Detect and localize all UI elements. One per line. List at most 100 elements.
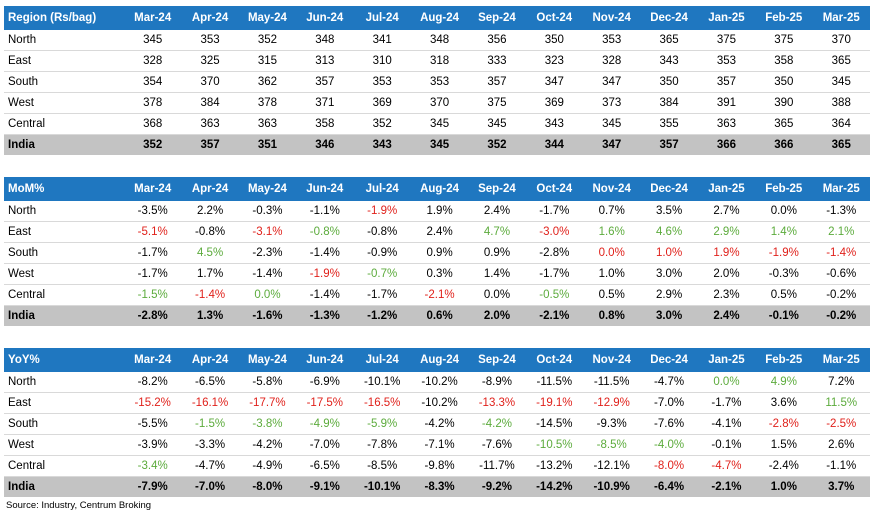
table-row: South -1.7% 4.5% -2.3% -1.4% -0.9% 0.9% 0.9% -2.… — [4, 242, 870, 264]
column-header: Nov-24 — [583, 6, 641, 30]
table-row: Central -3.4% -4.7% -4.9% -6.5% -8.5% -9.8% -11… — [4, 455, 870, 477]
value-cell: -1.6% — [238, 305, 297, 326]
value-cell: -9.2% — [468, 476, 526, 497]
value-cell: 363 — [697, 113, 756, 135]
value-cell: -8.0% — [238, 476, 297, 497]
region-label: India — [4, 134, 124, 155]
table-title: MoM% — [4, 177, 124, 201]
region-label: East — [4, 50, 124, 72]
value-cell: -2.3% — [238, 242, 297, 264]
value-cell: 369 — [525, 92, 583, 114]
value-cell: 357 — [640, 134, 698, 155]
value-cell: 345 — [812, 71, 870, 93]
value-cell: -0.2% — [812, 305, 870, 326]
value-cell: -4.2% — [468, 413, 526, 435]
value-cell: -19.1% — [525, 392, 583, 414]
value-cell: 370 — [812, 30, 870, 51]
column-header: Jul-24 — [353, 348, 411, 372]
region-label: West — [4, 92, 124, 114]
value-cell: -0.3% — [238, 201, 297, 222]
column-header: Oct-24 — [525, 348, 583, 372]
table-row: West -3.9% -3.3% -4.2% -7.0% -7.8% -7.1% -7.6% -… — [4, 434, 870, 456]
value-cell: 363 — [238, 113, 297, 135]
value-cell: -13.3% — [468, 392, 526, 414]
value-cell: -2.1% — [410, 284, 469, 306]
value-cell: 1.3% — [181, 305, 239, 326]
column-header: Mar-24 — [124, 6, 182, 30]
value-cell: 363 — [181, 113, 239, 135]
value-cell: 345 — [410, 134, 469, 155]
value-cell: 347 — [525, 71, 583, 93]
value-cell: -9.8% — [410, 455, 469, 477]
column-header: May-24 — [238, 6, 297, 30]
column-header: Apr-24 — [181, 348, 239, 372]
value-cell: -6.9% — [296, 372, 354, 393]
value-cell: 384 — [181, 92, 239, 114]
column-header: Jul-24 — [353, 6, 411, 30]
value-cell: 0.0% — [697, 372, 756, 393]
value-cell: 2.3% — [697, 284, 756, 306]
value-cell: -1.1% — [812, 455, 870, 477]
column-header: Mar-25 — [812, 177, 870, 201]
value-cell: 365 — [812, 134, 870, 155]
value-cell: 378 — [124, 92, 182, 114]
region-label: South — [4, 413, 124, 435]
column-header: Feb-25 — [755, 6, 813, 30]
value-cell: 357 — [697, 71, 756, 93]
column-header: Jun-24 — [296, 348, 354, 372]
value-cell: -8.3% — [410, 476, 469, 497]
value-cell: 2.2% — [181, 201, 239, 222]
value-cell: -3.3% — [181, 434, 239, 456]
table-row: East 328 325 315 313 310 318 333 323 328 343 353 358… — [4, 50, 870, 72]
value-cell: 353 — [353, 71, 411, 93]
value-cell: -1.7% — [353, 284, 411, 306]
column-header: Nov-24 — [583, 177, 641, 201]
value-cell: 352 — [238, 30, 297, 51]
value-cell: -14.2% — [525, 476, 583, 497]
value-cell: -9.3% — [583, 413, 641, 435]
value-cell: 368 — [124, 113, 182, 135]
value-cell: -12.9% — [583, 392, 641, 414]
region-label: West — [4, 263, 124, 285]
value-cell: -4.7% — [697, 455, 756, 477]
value-cell: -7.8% — [353, 434, 411, 456]
value-cell: 388 — [812, 92, 870, 114]
value-cell: -11.5% — [525, 372, 583, 393]
value-cell: -0.5% — [525, 284, 583, 306]
value-cell: 346 — [296, 134, 354, 155]
value-cell: 369 — [353, 92, 411, 114]
value-cell: -7.0% — [181, 476, 239, 497]
table-row: East -15.2% -16.1% -17.7% -17.5% -16.5% -10.2%… — [4, 392, 870, 414]
value-cell: -0.2% — [812, 284, 870, 306]
value-cell: -1.5% — [181, 413, 239, 435]
value-cell: -4.2% — [238, 434, 297, 456]
value-cell: -0.8% — [296, 221, 354, 243]
value-cell: -13.2% — [525, 455, 583, 477]
header-row: MoM% Mar-24 Apr-24 May-24 Jun-24 Jul-24 Aug-24… — [4, 177, 870, 201]
column-header: Apr-24 — [181, 6, 239, 30]
value-cell: -9.1% — [296, 476, 354, 497]
value-cell: 313 — [296, 50, 354, 72]
value-cell: 3.0% — [640, 263, 698, 285]
value-cell: -0.3% — [755, 263, 813, 285]
source-note: Source: Industry, Centrum Broking — [6, 500, 152, 511]
value-cell: -1.9% — [755, 242, 813, 264]
region-label: South — [4, 71, 124, 93]
value-cell: 347 — [583, 134, 641, 155]
value-cell: -1.9% — [296, 263, 354, 285]
value-cell: 354 — [124, 71, 182, 93]
region-label: East — [4, 392, 124, 414]
value-cell: 0.0% — [468, 284, 526, 306]
column-header: Feb-25 — [755, 348, 813, 372]
value-cell: 0.0% — [583, 242, 641, 264]
column-header: May-24 — [238, 177, 297, 201]
table-row: East -5.1% -0.8% -3.1% -0.8% -0.8% 2.4% 4.7% -3.… — [4, 221, 870, 243]
value-cell: -4.7% — [640, 372, 698, 393]
total-row: India -2.8% 1.3% -1.6% -1.3% -1.2% 0.6% 2.0% -2.… — [4, 305, 870, 326]
column-header: Mar-24 — [124, 177, 182, 201]
value-cell: 390 — [755, 92, 813, 114]
value-cell: 350 — [525, 30, 583, 51]
value-cell: 353 — [583, 30, 641, 51]
value-cell: 0.0% — [755, 201, 813, 222]
value-cell: -1.2% — [353, 305, 411, 326]
